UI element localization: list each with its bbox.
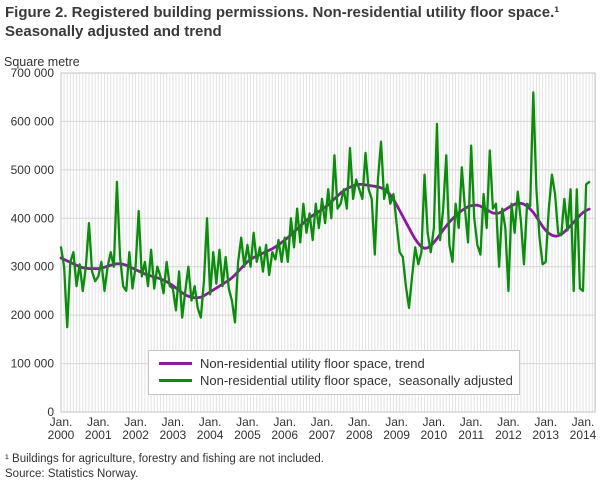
legend-label-seasonally-adjusted: Non-residential utility floor space, sea… <box>200 373 513 388</box>
legend-item-seasonally-adjusted: Non-residential utility floor space, sea… <box>159 372 513 389</box>
seasonally-adjusted-line <box>59 91 591 329</box>
y-tick-label: 600 000 <box>11 114 55 128</box>
plot-border <box>60 72 596 413</box>
x-tick-label-month: Jan. <box>497 415 520 429</box>
x-tick-label-month: Jan. <box>460 415 483 429</box>
x-tick-label-year: 2007 <box>309 428 336 442</box>
x-tick-label-year: 2012 <box>495 428 522 442</box>
x-tick-label-year: 2006 <box>271 428 298 442</box>
x-tick-label-year: 2002 <box>122 428 149 442</box>
y-tick-label: 400 000 <box>11 211 55 225</box>
x-tick-label-month: Jan. <box>572 415 595 429</box>
figure-title: Figure 2. Registered building permission… <box>5 4 560 40</box>
legend-label-trend: Non-residential utility floor space, tre… <box>200 356 425 371</box>
y-tick-label: 100 000 <box>11 357 55 371</box>
footnote: ¹ Buildings for agriculture, forestry an… <box>5 453 324 465</box>
x-tick-label-month: Jan. <box>423 415 446 429</box>
x-tick-label-year: 2000 <box>48 428 75 442</box>
x-tick-label-month: Jan. <box>385 415 408 429</box>
y-tick-label: 300 000 <box>11 260 55 274</box>
x-tick-label-month: Jan. <box>534 415 557 429</box>
seasonally-adjusted-line-swatch <box>159 379 192 382</box>
y-tick-label: 0 <box>47 405 54 419</box>
x-tick-label-month: Jan. <box>236 415 259 429</box>
x-tick-label-year: 2005 <box>234 428 261 442</box>
legend: Non-residential utility floor space, tre… <box>148 350 520 395</box>
x-tick-label-year: 2003 <box>160 428 187 442</box>
source-line: Source: Statistics Norway. <box>5 468 139 480</box>
x-tick-label-year: 2001 <box>85 428 112 442</box>
x-tick-label-month: Jan. <box>87 415 110 429</box>
x-tick-label-month: Jan. <box>348 415 371 429</box>
y-axis-unit-label: Square metre <box>4 55 80 69</box>
x-tick-label-month: Jan. <box>162 415 185 429</box>
x-tick-label-month: Jan. <box>273 415 296 429</box>
x-tick-label-year: 2011 <box>458 428 484 442</box>
legend-item-trend: Non-residential utility floor space, tre… <box>159 355 512 372</box>
x-tick-label-month: Jan. <box>311 415 334 429</box>
y-tick-label: 200 000 <box>11 308 55 322</box>
x-tick-label-month: Jan. <box>199 415 222 429</box>
x-tick-label-year: 2009 <box>383 428 410 442</box>
x-tick-label-year: 2004 <box>197 428 224 442</box>
x-tick-label-year: 2008 <box>346 428 373 442</box>
x-tick-label-year: 2010 <box>421 428 448 442</box>
trend-line-swatch <box>159 362 192 365</box>
x-tick-label-year: 2013 <box>532 428 559 442</box>
y-tick-label: 700 000 <box>11 68 55 80</box>
x-tick-label-month: Jan. <box>124 415 147 429</box>
x-tick-label-year: 2014 <box>570 428 597 442</box>
y-tick-label: 500 000 <box>11 163 55 177</box>
x-tick-label-month: Jan. <box>50 415 73 429</box>
